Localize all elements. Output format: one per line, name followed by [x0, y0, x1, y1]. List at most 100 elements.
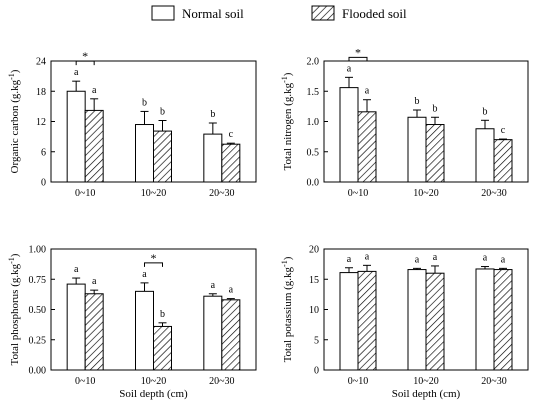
total-potassium-bar-normal	[339, 272, 359, 371]
total-nitrogen-letter-label: b	[415, 96, 420, 107]
total-potassium-ytick-label: 20	[309, 245, 319, 256]
total-nitrogen-letter-label: c	[501, 125, 506, 136]
organic-carbon-xtick-label: 0~10	[75, 188, 95, 199]
total-potassium-ytick-label: 15	[309, 275, 319, 286]
total-potassium-letter-label: a	[483, 253, 488, 264]
total-potassium-ytick-label: 0	[314, 366, 319, 377]
total-potassium-panel: 0 5 10 15 20 Total potassium (g.kg-1) 0~10 a a 10…	[280, 245, 529, 400]
total-potassium-ytick-label: 10	[309, 305, 319, 316]
total-phosphorus-xtick-label: 0~10	[75, 376, 95, 387]
total-potassium-ytick-label: 5	[314, 335, 319, 346]
total-phosphorus-xlabel: Soil depth (cm)	[119, 388, 188, 400]
total-nitrogen-letter-label: b	[433, 103, 438, 114]
total-nitrogen-significance-star: *	[355, 45, 361, 59]
total-nitrogen-ytick-label: 2.0	[307, 57, 320, 68]
total-phosphorus-bar-flooded	[153, 325, 172, 371]
total-phosphorus-letter-label: a	[211, 280, 216, 291]
total-nitrogen-xtick-label: 10~20	[413, 188, 438, 199]
organic-carbon-bar-flooded	[221, 143, 241, 183]
legend-label-flooded-soil: Flooded soil	[342, 6, 407, 21]
total-nitrogen-ytick-label: 1.5	[307, 87, 320, 98]
total-phosphorus-letter-label: b	[160, 309, 165, 320]
total-phosphorus-ytick-label: 0.75	[29, 275, 47, 286]
legend-swatch-flooded-soil	[311, 5, 335, 21]
total-potassium-bar-flooded	[357, 270, 377, 371]
total-phosphorus-xtick-label: 10~20	[141, 376, 166, 387]
total-nitrogen-bar-normal	[475, 128, 495, 183]
total-phosphorus-bar-flooded	[221, 299, 241, 371]
total-phosphorus-panel: 0.00 0.25 0.50 0.75 1.00 Total phosphorus (g.…	[7, 245, 257, 400]
organic-carbon-letter-label: b	[210, 109, 215, 120]
organic-carbon-ytick-label: 24	[36, 57, 46, 68]
organic-carbon-ytick-label: 12	[36, 117, 46, 128]
organic-carbon-bar-normal	[135, 124, 154, 183]
total-potassium-letter-label: a	[347, 254, 352, 265]
total-potassium-xlabel: Soil depth (cm)	[392, 388, 461, 400]
organic-carbon-letter-label: b	[160, 106, 165, 117]
total-nitrogen-ytick-label: 0.0	[307, 178, 320, 189]
organic-carbon-bar-flooded	[84, 109, 104, 183]
total-potassium-letter-label: a	[501, 254, 506, 265]
total-phosphorus-ytick-label: 1.00	[29, 245, 47, 256]
total-potassium-letter-label: a	[415, 254, 420, 265]
total-potassium-bar-normal	[475, 268, 495, 371]
total-nitrogen-letter-label: b	[483, 106, 488, 117]
total-nitrogen-ylabel: Total nitrogen (g.kg-1)	[280, 72, 294, 170]
total-phosphorus-ytick-label: 0.00	[29, 366, 47, 377]
total-nitrogen-bar-flooded	[493, 139, 513, 183]
legend: Normal soil Flooded soil	[151, 5, 407, 21]
total-potassium-bar-flooded	[425, 272, 445, 371]
total-nitrogen-ytick-label: 0.5	[307, 147, 320, 158]
total-phosphorus-bar-normal	[66, 283, 86, 371]
organic-carbon-significance-bracket	[75, 60, 95, 66]
total-phosphorus-significance-star: *	[151, 251, 157, 265]
total-phosphorus-bar-normal	[135, 290, 154, 371]
total-phosphorus-letter-label: a	[74, 264, 79, 275]
total-nitrogen-bar-normal	[407, 116, 427, 183]
organic-carbon-letter-label: c	[229, 129, 234, 140]
total-phosphorus-bar-flooded	[84, 293, 104, 371]
organic-carbon-xtick-label: 10~20	[141, 188, 166, 199]
total-potassium-xtick-label: 20~30	[481, 376, 506, 387]
total-phosphorus-significance-bracket	[144, 262, 163, 267]
organic-carbon-ylabel: Organic carbon (g.kg-1)	[7, 69, 21, 173]
organic-carbon-xtick-label: 20~30	[209, 188, 234, 199]
total-nitrogen-xtick-label: 0~10	[348, 188, 368, 199]
organic-carbon-letter-label: a	[74, 67, 79, 78]
total-phosphorus-letter-label: a	[229, 285, 234, 296]
organic-carbon-ytick-label: 6	[41, 147, 46, 158]
organic-carbon-letter-label: a	[92, 85, 97, 96]
organic-carbon-bar-normal	[203, 133, 223, 183]
organic-carbon-letter-label: b	[142, 97, 147, 108]
legend-label-normal-soil: Normal soil	[182, 6, 244, 21]
total-phosphorus-letter-label: a	[142, 269, 147, 280]
total-potassium-ylabel: Total potassium (g.kg-1)	[280, 256, 294, 362]
total-phosphorus-letter-label: a	[92, 276, 97, 287]
total-nitrogen-bar-flooded	[425, 124, 445, 183]
total-nitrogen-xtick-label: 20~30	[481, 188, 506, 199]
total-phosphorus-ytick-label: 0.50	[29, 305, 47, 316]
total-nitrogen-bar-normal	[339, 87, 359, 183]
total-potassium-bar-normal	[407, 269, 427, 371]
organic-carbon-bar-normal	[66, 90, 86, 183]
total-potassium-xtick-label: 0~10	[348, 376, 368, 387]
total-potassium-xtick-label: 10~20	[413, 376, 438, 387]
total-nitrogen-bar-flooded	[357, 111, 377, 183]
total-nitrogen-letter-label: a	[365, 86, 370, 97]
organic-carbon-bar-flooded	[153, 130, 172, 183]
total-phosphorus-xtick-label: 20~30	[209, 376, 234, 387]
total-phosphorus-ylabel: Total phosphorus (g.kg-1)	[7, 253, 21, 365]
total-phosphorus-bar-normal	[203, 295, 223, 371]
total-nitrogen-panel: 0.0 0.5 1.0 1.5 2.0 Total nitrogen (g.kg-1) 0~…	[280, 45, 529, 199]
organic-carbon-ytick-label: 18	[36, 87, 46, 98]
total-nitrogen-letter-label: a	[347, 63, 352, 74]
total-potassium-letter-label: a	[365, 251, 370, 262]
total-potassium-bar-flooded	[493, 269, 513, 371]
organic-carbon-significance-star: *	[82, 49, 88, 63]
organic-carbon-ytick-label: 0	[41, 178, 46, 189]
legend-swatch-normal-soil	[151, 5, 175, 21]
total-potassium-letter-label: a	[433, 252, 438, 263]
total-nitrogen-ytick-label: 1.0	[307, 117, 320, 128]
